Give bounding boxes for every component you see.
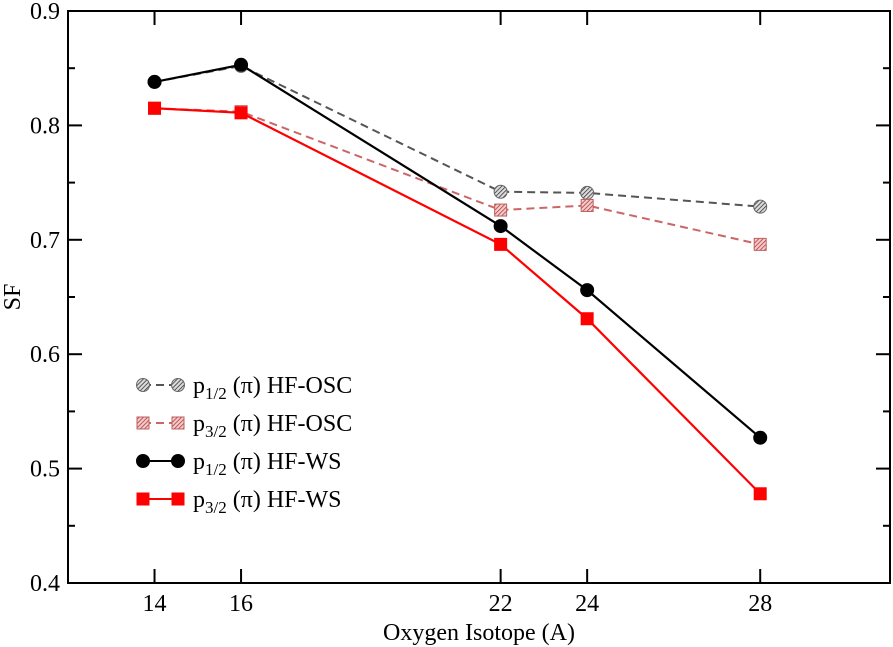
legend-label-rest: (π) HF-OSC [227, 373, 352, 399]
series-layer [147, 57, 768, 501]
data-point [493, 219, 508, 234]
data-point [234, 106, 248, 120]
x-tick-label: 22 [489, 591, 513, 617]
legend-label-rest: (π) HF-WS [227, 449, 342, 475]
legend-label-subscript: 3/2 [205, 498, 227, 517]
data-point [148, 101, 162, 115]
data-point [580, 185, 595, 200]
y-axis-label: SF [0, 284, 26, 311]
legend-marker [136, 416, 150, 430]
legend-label-main: p [193, 487, 205, 513]
axes: 0.4 0.5 0.6 0.7 0.8 0.9 14 16 22 24 28 [30, 0, 890, 617]
legend-marker [171, 492, 185, 506]
legend-entry-1: p3/2 (π) HF-OSC [136, 411, 352, 441]
legend-marker [171, 416, 185, 430]
y-tick-label: 0.4 [30, 571, 60, 597]
data-point [580, 283, 595, 298]
data-point [753, 199, 768, 214]
legend-entry-0: p1/2 (π) HF-OSC [136, 373, 352, 403]
legend-label-subscript: 3/2 [205, 422, 227, 441]
x-tick-label: 28 [748, 591, 772, 617]
data-point [147, 74, 162, 89]
series-line [154, 107, 761, 246]
legend-label-subscript: 1/2 [205, 384, 227, 403]
legend-entry-2: p1/2 (π) HF-WS [136, 449, 342, 479]
y-tick-label: 0.8 [30, 113, 60, 139]
data-point [753, 237, 767, 251]
legend-label-main: p [193, 373, 205, 399]
data-point [753, 487, 767, 501]
data-point [493, 184, 508, 199]
legend-marker [136, 454, 150, 468]
legend-label: p1/2 (π) HF-OSC [193, 373, 352, 403]
data-point [753, 430, 768, 445]
legend-label: p3/2 (π) HF-WS [193, 487, 342, 517]
legend-marker [171, 454, 185, 468]
legend-label-rest: (π) HF-WS [227, 487, 342, 513]
series-line [154, 64, 761, 208]
data-point [580, 312, 594, 326]
legend-entry-3: p3/2 (π) HF-WS [136, 487, 342, 517]
data-point [494, 237, 508, 251]
data-point [580, 198, 594, 212]
legend-label-main: p [193, 449, 205, 475]
series-3 [148, 101, 767, 501]
x-tick-label: 14 [143, 591, 167, 617]
legend-marker [136, 492, 150, 506]
series-2 [147, 57, 768, 445]
series-1 [148, 101, 767, 251]
legend-marker [136, 378, 150, 392]
data-point [494, 203, 508, 217]
data-point [234, 57, 249, 72]
x-tick-label: 24 [575, 591, 599, 617]
legend-label-rest: (π) HF-OSC [227, 411, 352, 437]
y-tick-label: 0.7 [30, 228, 60, 254]
y-tick-label: 0.5 [30, 457, 60, 483]
series-0 [147, 58, 768, 214]
x-axis-label: Oxygen Isotope (A) [383, 620, 575, 646]
y-tick-label: 0.9 [30, 0, 60, 25]
legend-label-main: p [193, 411, 205, 437]
x-tick-label: 16 [229, 591, 253, 617]
y-tick-label: 0.6 [30, 342, 60, 368]
legend-label: p3/2 (π) HF-OSC [193, 411, 352, 441]
legend-label: p1/2 (π) HF-WS [193, 449, 342, 479]
legend-marker [171, 378, 185, 392]
legend-label-subscript: 1/2 [205, 460, 227, 479]
